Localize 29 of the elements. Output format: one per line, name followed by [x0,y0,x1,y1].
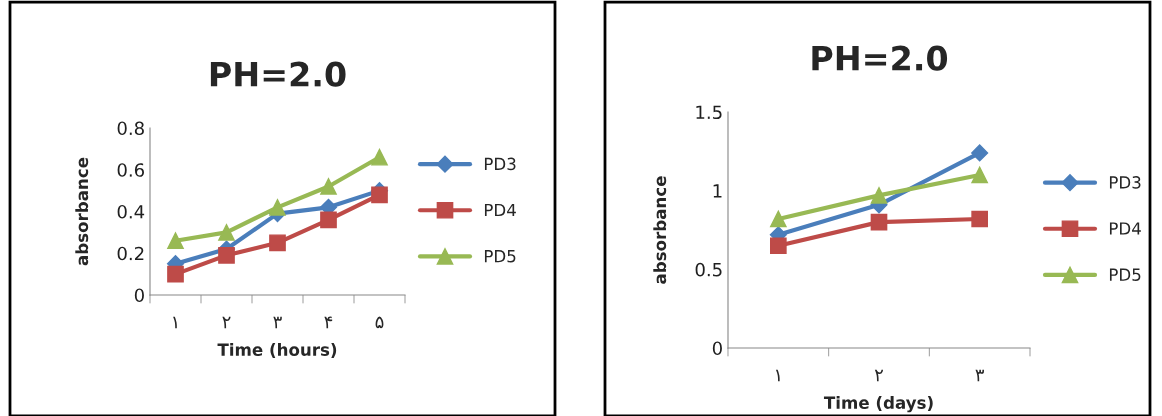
legend-label: PD5 [1109,268,1141,281]
y-tick-label: 0.6 [117,163,144,177]
x-axis-title: Time (days) [823,396,933,413]
x-tick-label: ۱ [173,316,177,329]
y-tick-label: 1 [713,184,722,198]
legend-label: PD4 [484,203,516,217]
x-tick-label: ۲ [222,316,231,329]
x-tick-label: ۵ [375,316,384,329]
y-axis-title: absorbance [75,157,89,266]
legend-label: PD3 [1109,176,1141,189]
y-tick-label: 0.8 [117,121,144,136]
chart-title: PH=2.0 [812,45,948,71]
chart-title: PH=2.0 [210,61,346,87]
x-tick-label: ۴ [324,316,333,329]
x-axis-title: Time (hours) [217,343,337,358]
x-tick-label: ۲ [874,369,884,382]
y-axis-title: absorbance [653,176,667,284]
legend-label: PD5 [484,250,516,263]
y-tick-label: 1.5 [696,105,722,120]
x-tick-label: ۳ [975,369,984,382]
legend-label: PD3 [484,157,516,171]
y-tick-label: 0 [134,288,144,303]
legend-label: PD4 [1109,222,1141,235]
x-tick-label: ۳ [273,316,282,329]
y-tick-label: 0.2 [117,246,144,261]
y-tick-label: 0 [712,341,722,356]
y-tick-label: 0.5 [695,262,722,277]
y-tick-label: 0.4 [117,204,145,219]
x-tick-label: ۱ [775,369,780,382]
